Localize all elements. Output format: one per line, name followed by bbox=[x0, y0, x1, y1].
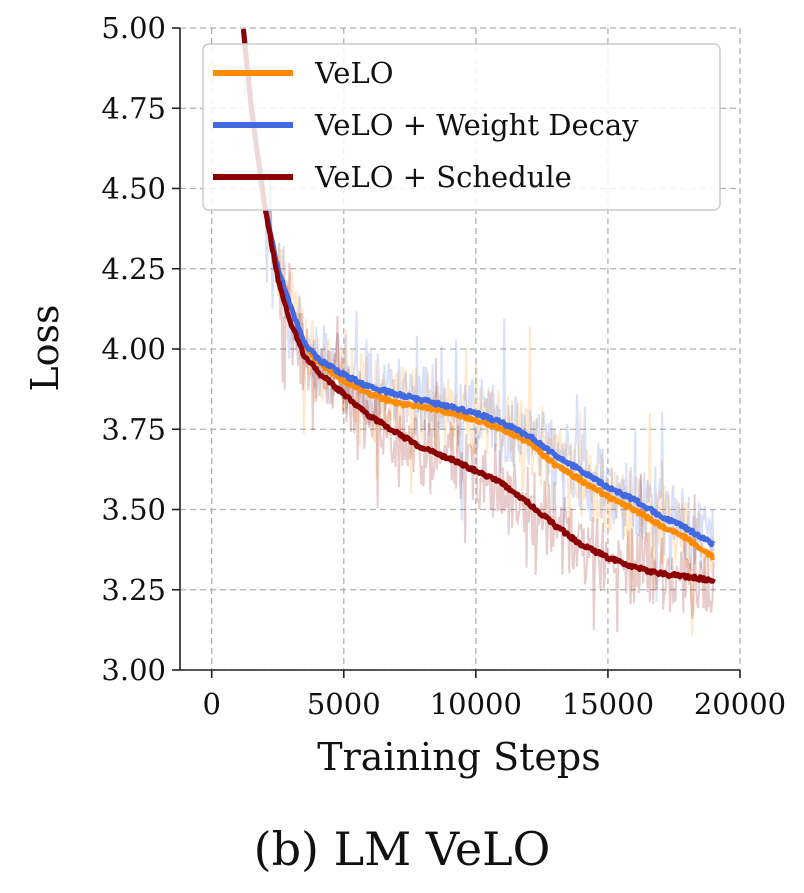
x-tick-label: 5000 bbox=[307, 687, 381, 721]
y-tick-label: 3.75 bbox=[101, 412, 166, 446]
figure-caption: (b) LM VeLO bbox=[253, 822, 551, 876]
y-tick-label: 3.00 bbox=[101, 653, 166, 687]
y-tick-label: 4.25 bbox=[101, 252, 166, 286]
x-tick-label: 0 bbox=[202, 687, 220, 721]
y-tick-label: 4.00 bbox=[101, 332, 166, 366]
y-tick-label: 4.75 bbox=[101, 91, 166, 125]
series-line-2 bbox=[240, 28, 716, 584]
x-tick-label: 20000 bbox=[694, 687, 786, 721]
x-tick-label: 15000 bbox=[562, 687, 654, 721]
y-tick-label: 4.50 bbox=[101, 172, 166, 206]
y-tick-label: 5.00 bbox=[101, 11, 166, 45]
legend-box bbox=[202, 43, 721, 211]
noise-trace-2 bbox=[242, 40, 715, 633]
loss-chart: 0 5000 10000 15000 20000 3.00 3.25 3.50 3.75 4.0… bbox=[23, 11, 786, 779]
legend-label: VeLO + Schedule bbox=[314, 160, 572, 194]
series-line-1 bbox=[240, 29, 716, 548]
y-axis-title: Loss bbox=[23, 304, 67, 391]
x-tick-label: 10000 bbox=[430, 687, 522, 721]
legend-label: VeLO + Weight Decay bbox=[314, 108, 639, 142]
y-tick-label: 3.25 bbox=[101, 573, 166, 607]
x-tick-labels: 0 5000 10000 15000 20000 bbox=[202, 670, 786, 721]
legend: VeLO VeLO + Weight Decay VeLO + Schedule bbox=[202, 43, 721, 211]
y-tick-label: 3.50 bbox=[101, 493, 166, 527]
legend-label: VeLO bbox=[314, 56, 393, 90]
series-lines bbox=[240, 28, 716, 584]
x-axis-title: Training Steps bbox=[317, 735, 600, 779]
noise-trace-1 bbox=[242, 35, 715, 602]
y-tick-labels: 3.00 3.25 3.50 3.75 4.00 4.25 4.50 4.75 5.00 bbox=[101, 11, 180, 687]
